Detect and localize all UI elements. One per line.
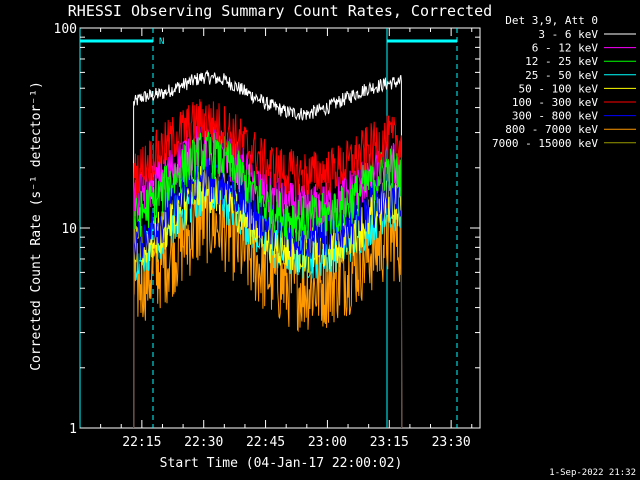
legend-label: 6 - 12 keV (532, 42, 599, 55)
chart-title: RHESSI Observing Summary Count Rates, Co… (68, 2, 492, 20)
legend-label: 7000 - 15000 keV (492, 137, 598, 150)
axis-ticks: 22:15 22:30 22:45 23:00 23:15 23:30 1 10 100 (54, 22, 480, 450)
footer-timestamp: 1-Sep-2022 21:32 (549, 468, 636, 478)
series-line-12-25-kev (133, 130, 403, 429)
legend-header: Det 3,9, Att 0 (505, 14, 598, 27)
x-axis-label: Start Time (04-Jan-17 22:00:02) (160, 456, 403, 471)
x-tick-label: 22:15 (122, 435, 161, 450)
y-tick-label: 1 (69, 422, 77, 437)
x-tick-label: 22:30 (184, 435, 223, 450)
marker-annotation: N (159, 37, 164, 47)
legend-label: 12 - 25 keV (525, 55, 598, 68)
x-tick-label: 23:15 (370, 435, 409, 450)
legend-label: 100 - 300 keV (512, 96, 598, 109)
x-tick-label: 23:30 (432, 435, 471, 450)
x-tick-label: 22:45 (246, 435, 285, 450)
series-group (133, 70, 403, 429)
x-tick-label: 23:00 (308, 435, 347, 450)
legend-label: 25 - 50 keV (525, 69, 598, 82)
legend-label: 300 - 800 keV (512, 110, 598, 123)
series-line-800-7000-kev (133, 177, 403, 429)
series-line-300-800-kev (133, 156, 403, 429)
y-tick-label: 10 (61, 222, 77, 237)
y-tick-label: 100 (54, 22, 77, 37)
legend-label: 800 - 7000 keV (505, 123, 598, 136)
series-line-100-300-kev (133, 99, 403, 429)
series-line-3-6-kev (133, 70, 403, 429)
legend-label: 50 - 100 keV (519, 82, 599, 95)
y-axis-label: Corrected Count Rate (s⁻¹ detector⁻¹) (29, 81, 44, 371)
legend-label: 3 - 6 keV (538, 28, 598, 41)
